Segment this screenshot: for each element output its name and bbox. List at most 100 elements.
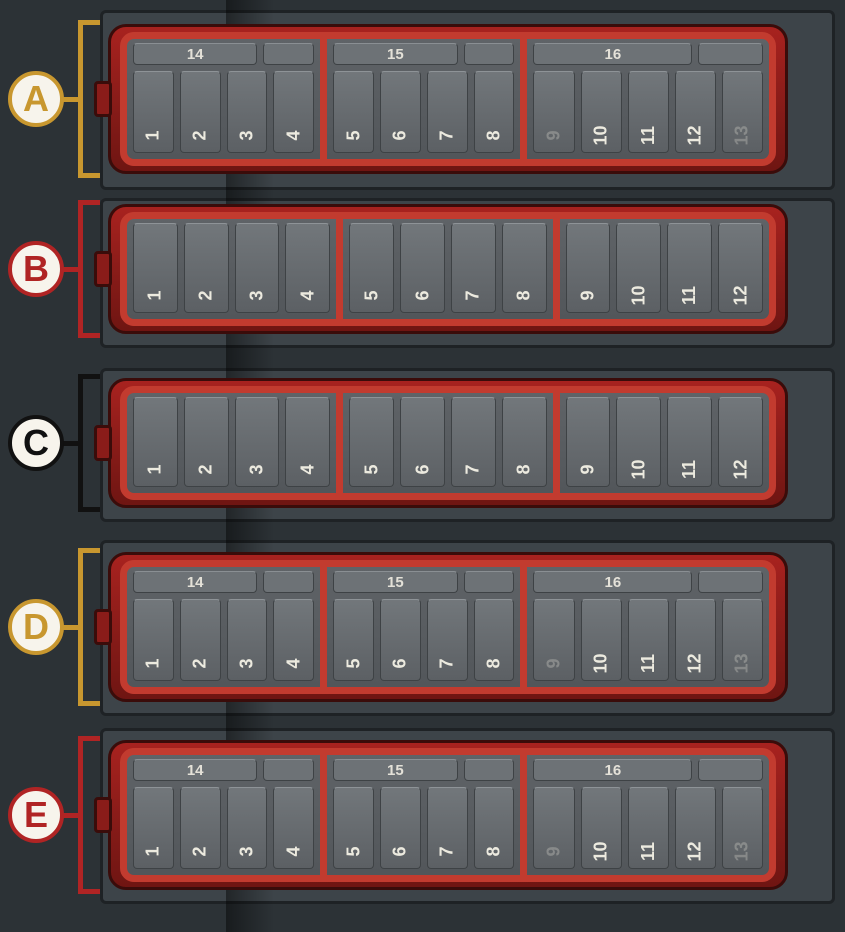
top-slot [263, 571, 314, 593]
top-slot-number: 14 [187, 762, 204, 779]
fuse-number: 3 [237, 846, 258, 856]
top-slot: 14 [133, 43, 257, 65]
fuse-slot: 9 [533, 787, 574, 869]
fuse-slot: 10 [616, 223, 661, 313]
top-slot-number: 16 [605, 574, 622, 591]
top-slot-row: 15 [327, 567, 520, 595]
fuse-number: 3 [237, 130, 258, 140]
top-slot-row: 15 [327, 39, 520, 67]
fuse-slot: 5 [349, 223, 394, 313]
fuse-row-inner: 14123415567816910111213 [120, 748, 776, 882]
fuse-slot-row: 5678 [327, 783, 520, 875]
fuse-group: 16910111213 [520, 39, 769, 159]
fuse-slot: 2 [184, 397, 229, 487]
fuse-row-inner: 123456789101112 [120, 386, 776, 500]
fuse-number: 7 [437, 658, 458, 668]
fuse-number: 8 [484, 846, 505, 856]
fuse-slot: 6 [380, 599, 421, 681]
fuse-row-C: 123456789101112 [108, 378, 788, 508]
fuse-row-inner: 14 1 2 3 4 15567816910111213 [120, 32, 776, 166]
fuse-group: 16910111213 [520, 755, 769, 875]
fuse-slot-row: 1234 [127, 595, 320, 687]
top-slot: 15 [333, 43, 457, 65]
row-label-C: C [8, 415, 64, 471]
top-slot: 14 [133, 571, 257, 593]
fuse-slot: 5 [333, 599, 374, 681]
top-slot-number: 15 [387, 762, 404, 779]
fuse-slot: 7 [451, 223, 496, 313]
fuse-slot: 1 [133, 223, 178, 313]
fuse-slot: 7 [427, 787, 468, 869]
fuse-number: 9 [578, 464, 599, 474]
fuse-row-B: 123456789101112 [108, 204, 788, 334]
fuse-slot: 4 [285, 223, 330, 313]
fuse-number: 2 [196, 464, 217, 474]
fuse-slot: 7 [427, 599, 468, 681]
fuse-number: 6 [390, 846, 411, 856]
fuse-row-A: 14 1 2 3 4 15567816910111213 [108, 24, 788, 174]
bracket [78, 374, 100, 512]
fuse-number: 2 [190, 130, 211, 140]
fuse-number: 6 [390, 130, 411, 140]
bracket-stem [62, 97, 80, 102]
bracket [78, 548, 100, 706]
top-slot-number: 16 [605, 46, 622, 63]
top-slot: 15 [333, 759, 457, 781]
top-slot-row: 14 [127, 39, 320, 67]
fuse-slot: 8 [474, 787, 515, 869]
fuse-slot-row: 9101112 [560, 393, 769, 493]
fuse-number: 10 [628, 285, 649, 305]
fuse-slot: 1 [133, 599, 174, 681]
top-slot-row: 16 [527, 567, 769, 595]
fuse-slot: 10 [581, 787, 622, 869]
fuse-number: 1 [143, 130, 164, 140]
fuse-slot-row: 1 2 3 4 [127, 67, 320, 159]
fuse-number: 5 [343, 658, 364, 668]
fuse-group: 155678 [320, 39, 520, 159]
fuse-slot: 11 [667, 223, 712, 313]
fuse-slot: 8 [502, 223, 547, 313]
fuse-number: 12 [685, 653, 706, 673]
fuse-number: 8 [484, 658, 505, 668]
fuse-slot: 11 [628, 599, 669, 681]
fuse-slot: 10 [616, 397, 661, 487]
fuse-group: 1234 [127, 393, 336, 493]
fuse-number: 2 [190, 846, 211, 856]
fuse-slot: 12 [675, 599, 716, 681]
fuse-slot-row: 910111213 [527, 783, 769, 875]
fuse-slot: 6 [380, 787, 421, 869]
fuse-slot: 5 [349, 397, 394, 487]
fuse-row-inner: 14123415567816910111213 [120, 560, 776, 694]
bracket-stem [62, 813, 80, 818]
fuse-number: 2 [196, 290, 217, 300]
fuse-slot-row: 5678 [343, 393, 552, 493]
top-slot-number: 14 [187, 46, 204, 63]
fuse-group: 14 1 2 3 4 [127, 39, 320, 159]
fuse-number: 12 [730, 285, 751, 305]
top-slot: 16 [533, 43, 692, 65]
fuse-slot: 6 [380, 71, 421, 153]
top-slot: 16 [533, 571, 692, 593]
fuse-slot: 3 [235, 397, 280, 487]
bracket [78, 736, 100, 894]
top-slot [464, 43, 515, 65]
fuse-slot: 9 [566, 397, 611, 487]
top-slot-row: 15 [327, 755, 520, 783]
fuse-number: 11 [638, 654, 659, 673]
fuse-slot: 3 [227, 71, 268, 153]
top-slot-row: 16 [527, 39, 769, 67]
row-label-E: E [8, 787, 64, 843]
fuse-slot: 1 [133, 71, 174, 153]
fuse-row-E: 14123415567816910111213 [108, 740, 788, 890]
bracket [78, 200, 100, 338]
fuse-number: 8 [514, 464, 535, 474]
fuse-slot: 4 [273, 599, 314, 681]
fuse-row-inner: 123456789101112 [120, 212, 776, 326]
fuse-slot: 11 [628, 71, 669, 153]
fuse-number: 4 [297, 290, 318, 300]
fuse-slot: 13 [722, 71, 763, 153]
fuse-slot: 2 [184, 223, 229, 313]
fuse-number: 4 [283, 130, 304, 140]
fuse-number: 1 [143, 658, 164, 668]
top-slot-number: 15 [387, 46, 404, 63]
